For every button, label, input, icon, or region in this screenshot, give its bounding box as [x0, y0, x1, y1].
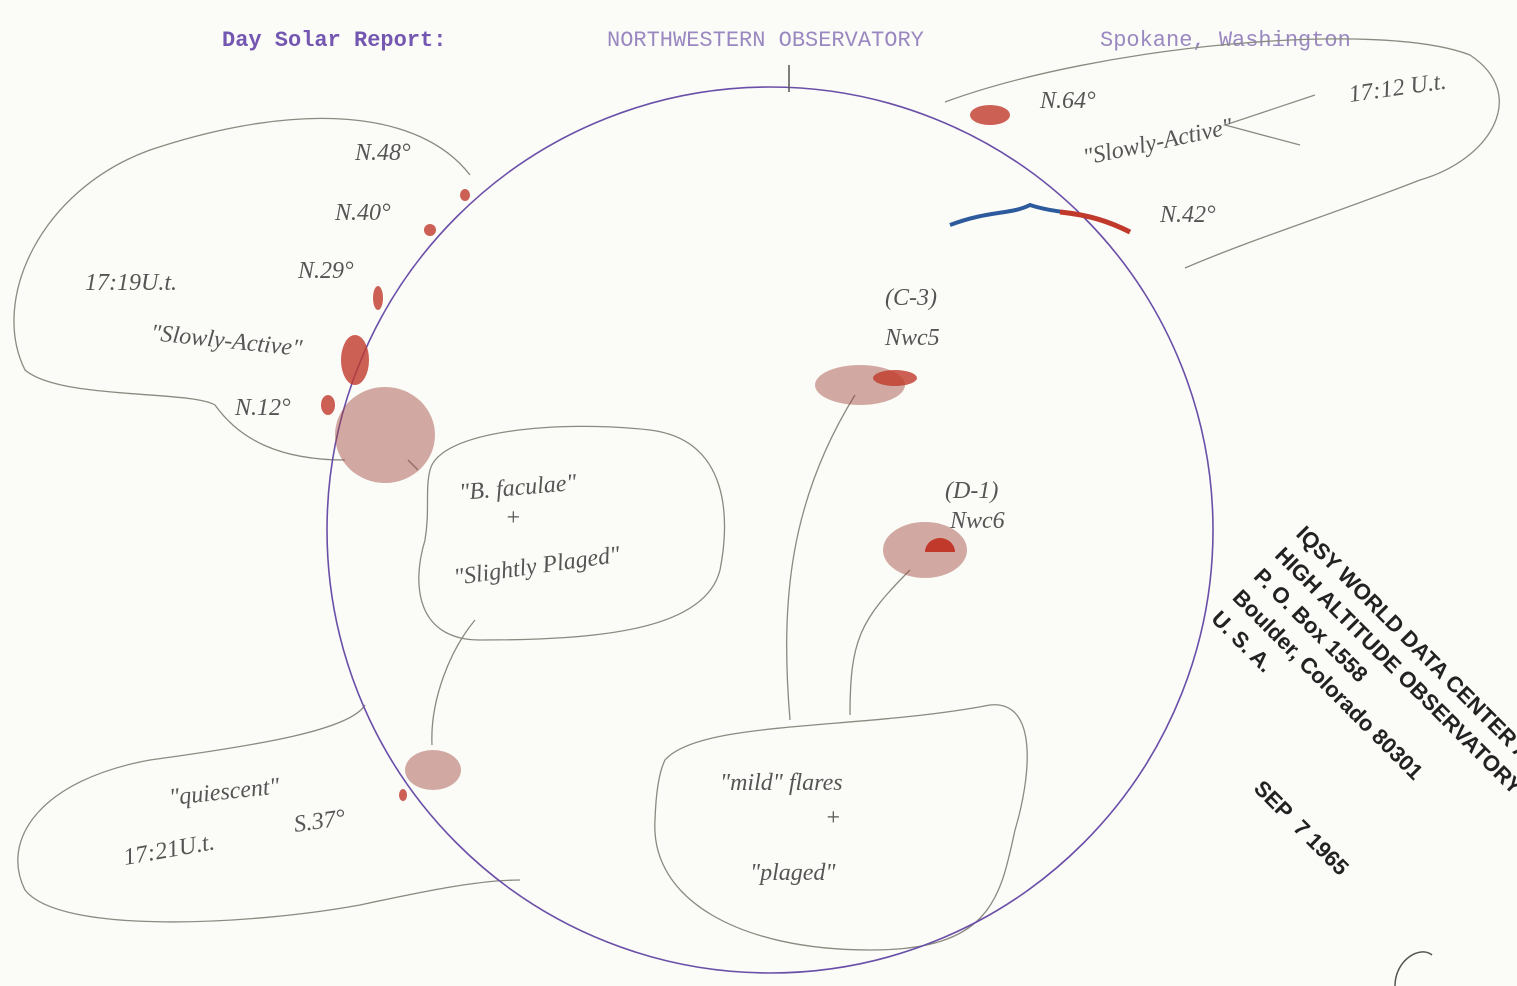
prominence	[460, 189, 470, 201]
note-plus: +	[825, 805, 841, 831]
latitude: N.29°	[297, 258, 354, 284]
prominence	[321, 395, 335, 415]
plage	[335, 387, 435, 483]
prominence	[970, 105, 1010, 125]
solar-report: Day Solar Report: NORTHWESTERN OBSERVATO…	[0, 0, 1517, 986]
group-designation: Nwc5	[884, 325, 940, 351]
note-line: "plaged"	[750, 860, 836, 886]
group-class: (D-1)	[945, 478, 998, 504]
spot-group	[873, 370, 917, 386]
latitude: N.12°	[234, 395, 291, 421]
latitude: N.40°	[334, 200, 391, 226]
prominence	[341, 335, 369, 385]
location: Spokane, Washington	[1100, 28, 1351, 53]
report-title: Day Solar Report:	[222, 28, 446, 53]
plage	[405, 750, 461, 790]
latitude: N.64°	[1039, 88, 1096, 114]
paper	[0, 0, 1517, 986]
note-plus: +	[505, 505, 521, 531]
latitude: N.42°	[1159, 202, 1216, 228]
latitude: N.48°	[354, 140, 411, 166]
prominence	[424, 224, 436, 236]
time: 17:19U.t.	[85, 270, 177, 296]
group-class: (C-3)	[885, 285, 937, 311]
prominence	[373, 286, 383, 310]
note-line: "mild" flares	[720, 770, 843, 796]
observatory-name: NORTHWESTERN OBSERVATORY	[607, 28, 924, 53]
prominence	[399, 789, 407, 801]
group-designation: Nwc6	[949, 508, 1005, 534]
